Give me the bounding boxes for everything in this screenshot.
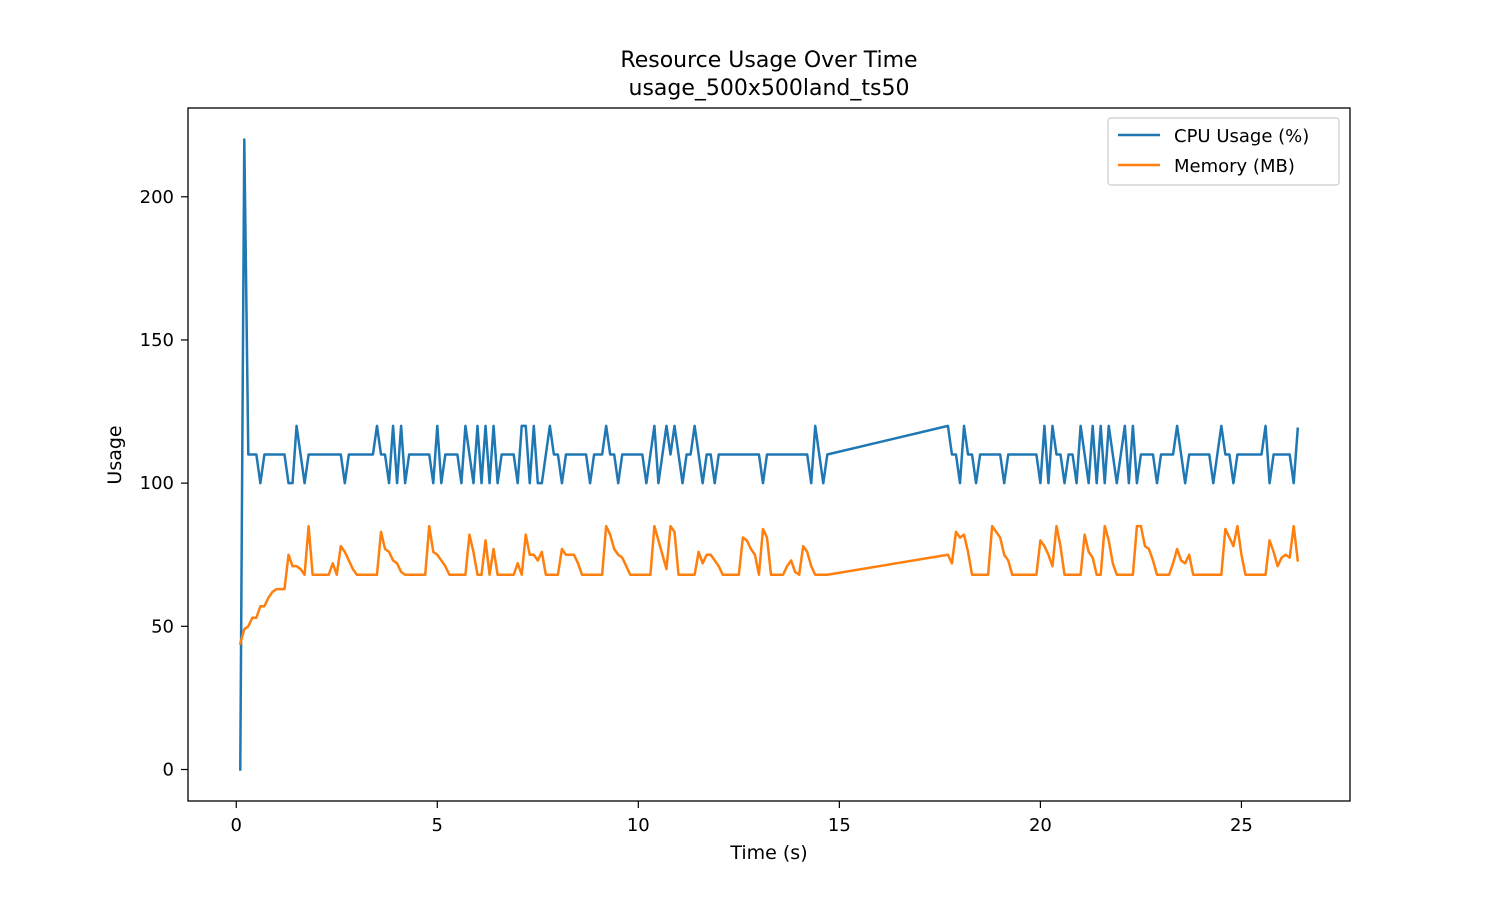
series-layer — [238, 138, 1300, 771]
y-tick-label: 150 — [140, 330, 174, 351]
y-tick-label: 100 — [140, 473, 174, 494]
legend-memory-label: Memory (MB) — [1174, 156, 1295, 177]
x-tick-label: 10 — [627, 815, 650, 836]
plot-frame — [187, 107, 1351, 802]
x-tick-label: 20 — [1029, 815, 1052, 836]
chart-subtitle: usage_500x500land_ts50 — [629, 76, 910, 101]
legend-cpu-label: CPU Usage (%) — [1174, 126, 1309, 147]
x-tick-label: 15 — [828, 815, 851, 836]
plot-area — [187, 107, 1351, 802]
x-axis: 0 5 10 15 20 25 — [231, 801, 1253, 836]
chart-title: Resource Usage Over Time — [620, 48, 917, 73]
x-tick-label: 0 — [231, 815, 242, 836]
cpu-usage-series-line — [239, 138, 1300, 771]
x-axis-label: Time (s) — [729, 842, 807, 864]
y-tick-label: 200 — [140, 187, 174, 208]
x-tick-label: 25 — [1230, 815, 1253, 836]
legend: CPU Usage (%) Memory (MB) — [1107, 117, 1340, 186]
memory-series-line — [238, 524, 1300, 646]
x-tick-label: 5 — [432, 815, 443, 836]
y-tick-label: 50 — [151, 616, 174, 637]
y-tick-label: 0 — [163, 760, 174, 781]
legend-box — [1107, 117, 1340, 186]
y-axis-label: Usage — [104, 425, 126, 484]
y-axis: 0 50 100 150 200 — [140, 187, 188, 781]
